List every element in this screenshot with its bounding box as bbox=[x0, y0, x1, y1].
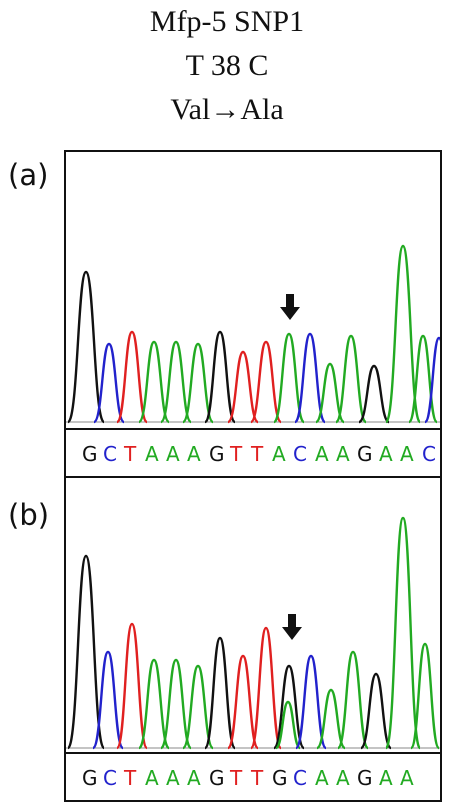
trace-peak bbox=[411, 644, 439, 748]
base-call: T bbox=[230, 442, 242, 466]
base-call: C bbox=[293, 766, 307, 790]
trace-peak bbox=[205, 332, 235, 422]
base-call: A bbox=[166, 766, 180, 790]
base-call: A bbox=[400, 442, 414, 466]
trace-peak bbox=[117, 332, 147, 422]
title-line-3: Val→Ala bbox=[0, 92, 454, 128]
trace-peak bbox=[68, 272, 104, 422]
base-call: G bbox=[357, 442, 373, 466]
chromatogram-trace-b bbox=[66, 478, 440, 756]
base-call: A bbox=[379, 766, 393, 790]
trace-peak bbox=[205, 638, 235, 748]
trace-peak bbox=[161, 660, 191, 748]
trace-peak bbox=[161, 342, 191, 422]
trace-peak bbox=[228, 656, 258, 748]
base-call: A bbox=[315, 766, 329, 790]
base-call: T bbox=[251, 442, 263, 466]
base-call: G bbox=[209, 766, 225, 790]
base-call: C bbox=[293, 442, 307, 466]
trace-peak bbox=[386, 518, 420, 748]
base-call-row-b: GCTAAAGTTGCAAGAA bbox=[66, 752, 440, 800]
chromatogram-panel-b: GCTAAAGTTGCAAGAA bbox=[64, 476, 442, 802]
base-call: T bbox=[230, 766, 242, 790]
base-call: A bbox=[166, 442, 180, 466]
base-call: C bbox=[422, 442, 436, 466]
base-call: T bbox=[124, 442, 136, 466]
base-call: G bbox=[82, 442, 98, 466]
base-call: A bbox=[379, 442, 393, 466]
trace-peak bbox=[338, 652, 368, 748]
base-call: G bbox=[272, 766, 288, 790]
base-call: A bbox=[187, 766, 201, 790]
base-call: T bbox=[251, 766, 263, 790]
trace-peak bbox=[361, 674, 391, 748]
base-call: A bbox=[336, 766, 350, 790]
base-call-row-a: GCTAAAGTTACAAGAAC bbox=[66, 428, 440, 476]
base-call: A bbox=[145, 766, 159, 790]
trace-peak bbox=[117, 624, 147, 748]
base-call: C bbox=[103, 442, 117, 466]
base-call: T bbox=[124, 766, 136, 790]
trace-peak bbox=[251, 342, 281, 422]
panel-a-label: (a) bbox=[8, 158, 48, 192]
base-call: G bbox=[209, 442, 225, 466]
base-call: A bbox=[400, 766, 414, 790]
title-line-2: T 38 C bbox=[0, 48, 454, 84]
title-line-1: Mfp-5 SNP1 bbox=[0, 4, 454, 40]
chromatogram-trace-a bbox=[66, 152, 440, 432]
trace-peak bbox=[359, 366, 389, 422]
base-call: C bbox=[103, 766, 117, 790]
trace-peak bbox=[94, 344, 124, 422]
base-call: A bbox=[145, 442, 159, 466]
trace-peak bbox=[336, 336, 366, 422]
base-call: A bbox=[187, 442, 201, 466]
base-call: G bbox=[357, 766, 373, 790]
base-call: A bbox=[272, 442, 286, 466]
chromatogram-panel-a: GCTAAAGTTACAAGAAC bbox=[64, 150, 442, 478]
trace-peak bbox=[251, 628, 281, 748]
base-call: A bbox=[336, 442, 350, 466]
panel-b-label: (b) bbox=[8, 498, 49, 532]
base-call: G bbox=[82, 766, 98, 790]
trace-peak bbox=[228, 352, 258, 422]
base-call: A bbox=[315, 442, 329, 466]
